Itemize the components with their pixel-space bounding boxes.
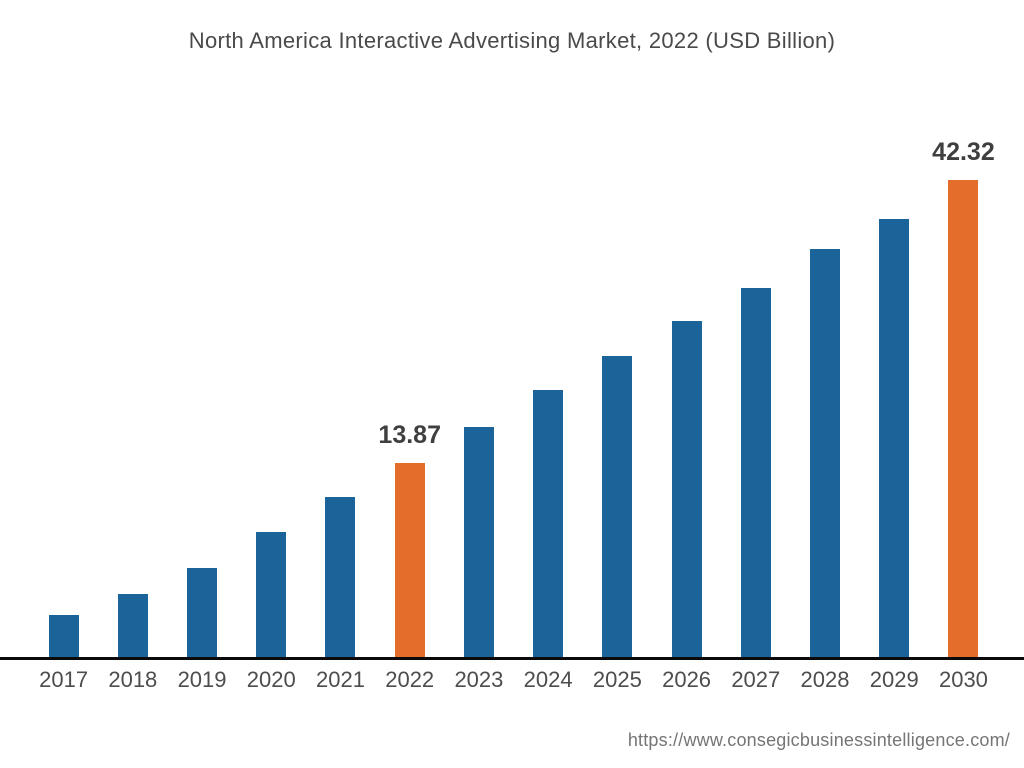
bar-2019 [187,568,218,657]
bars-container: 13.87 42.32 [29,0,998,657]
bar-2023 [463,427,494,657]
bar-slot-2026 [652,0,721,657]
x-tick-2026: 2026 [662,667,712,692]
bar-slot-2020 [237,0,306,657]
bar-2029 [879,219,910,657]
x-tick-2018: 2018 [108,667,158,692]
bar-2021 [325,497,356,657]
x-tick-2028: 2028 [800,667,850,692]
bar-2020 [256,532,287,657]
bar-slot-2021 [306,0,375,657]
bar-slot-2028 [790,0,859,657]
bar-slot-2018 [98,0,167,657]
bar-slot-2019 [167,0,236,657]
x-axis-line [0,657,1024,660]
bar-2018 [117,594,148,657]
bar-2025 [602,356,633,657]
x-tick-2017: 2017 [39,667,89,692]
bar-value-label-2030: 42.32 [932,138,995,166]
bar-2022 [394,463,425,657]
x-tick-2027: 2027 [731,667,781,692]
x-tick-2024: 2024 [523,667,573,692]
bar-2017 [48,615,79,657]
bar-2026 [671,321,702,657]
x-tick-2019: 2019 [177,667,227,692]
chart-title: North America Interactive Advertising Ma… [188,28,836,53]
bar-2027 [740,288,771,657]
bar-slot-2022: 13.87 [375,0,444,657]
bar-slot-2024 [514,0,583,657]
bar-slot-2023 [444,0,513,657]
bar-slot-2025 [583,0,652,657]
x-tick-2023: 2023 [454,667,504,692]
bar-slot-2027 [721,0,790,657]
bar-2030 [948,180,979,657]
x-tick-2021: 2021 [316,667,365,692]
bar-slot-2029 [860,0,929,657]
x-tick-2020: 2020 [246,667,296,692]
bar-slot-2030: 42.32 [929,0,998,657]
bar-value-label-2022: 13.87 [378,421,441,449]
x-tick-2025: 2025 [592,667,642,692]
bar-2028 [810,249,841,657]
bar-2024 [533,390,564,657]
bar-slot-2017 [29,0,98,657]
x-tick-2030: 2030 [938,667,988,692]
source-url: https://www.consegicbusinessintelligence… [627,730,1010,750]
x-axis-labels: 2017 2018 2019 2020 2021 2022 2023 2024 2025 2026… [29,665,998,695]
x-tick-2029: 2029 [869,667,919,692]
x-tick-2022: 2022 [385,667,435,692]
